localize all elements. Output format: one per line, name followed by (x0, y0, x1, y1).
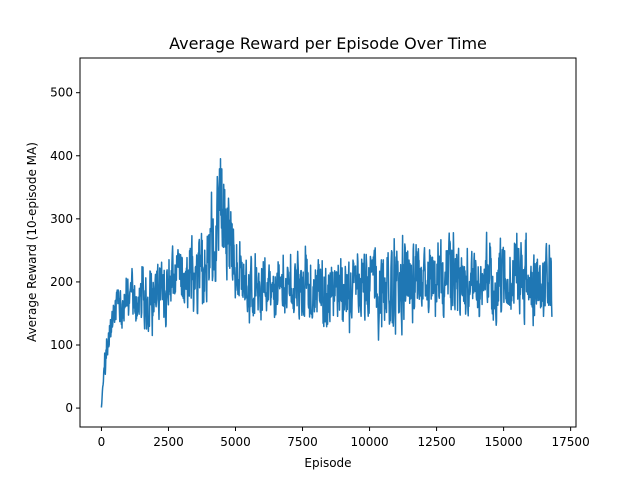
reward-line-series (100, 158, 553, 408)
x-tick-label: 15000 (485, 435, 523, 449)
axes-frame (79, 57, 577, 428)
y-axis-ticks: 0 100 200 300 400 500 (50, 86, 80, 415)
chart-title: Average Reward per Episode Over Time (169, 34, 487, 53)
x-axis-label: Episode (304, 456, 351, 470)
y-tick-label: 500 (50, 86, 73, 100)
x-axis-ticks: 0 2500 5000 7500 10000 12500 15000 17500 (98, 427, 590, 449)
x-tick-label: 10000 (350, 435, 388, 449)
axes-background (80, 58, 576, 427)
x-tick-label: 5000 (220, 435, 251, 449)
x-tick-label: 17500 (552, 435, 590, 449)
x-tick-label: 7500 (287, 435, 318, 449)
plot-area (79, 57, 577, 428)
y-tick-label: 0 (65, 401, 73, 415)
y-tick-label: 200 (50, 275, 73, 289)
y-axis-label: Average Reward (10-episode MA) (25, 142, 39, 342)
y-tick-label: 300 (50, 212, 73, 226)
x-tick-label: 0 (98, 435, 106, 449)
x-tick-label: 2500 (153, 435, 184, 449)
y-tick-label: 100 (50, 338, 73, 352)
x-tick-label: 12500 (417, 435, 455, 449)
y-tick-label: 400 (50, 149, 73, 163)
